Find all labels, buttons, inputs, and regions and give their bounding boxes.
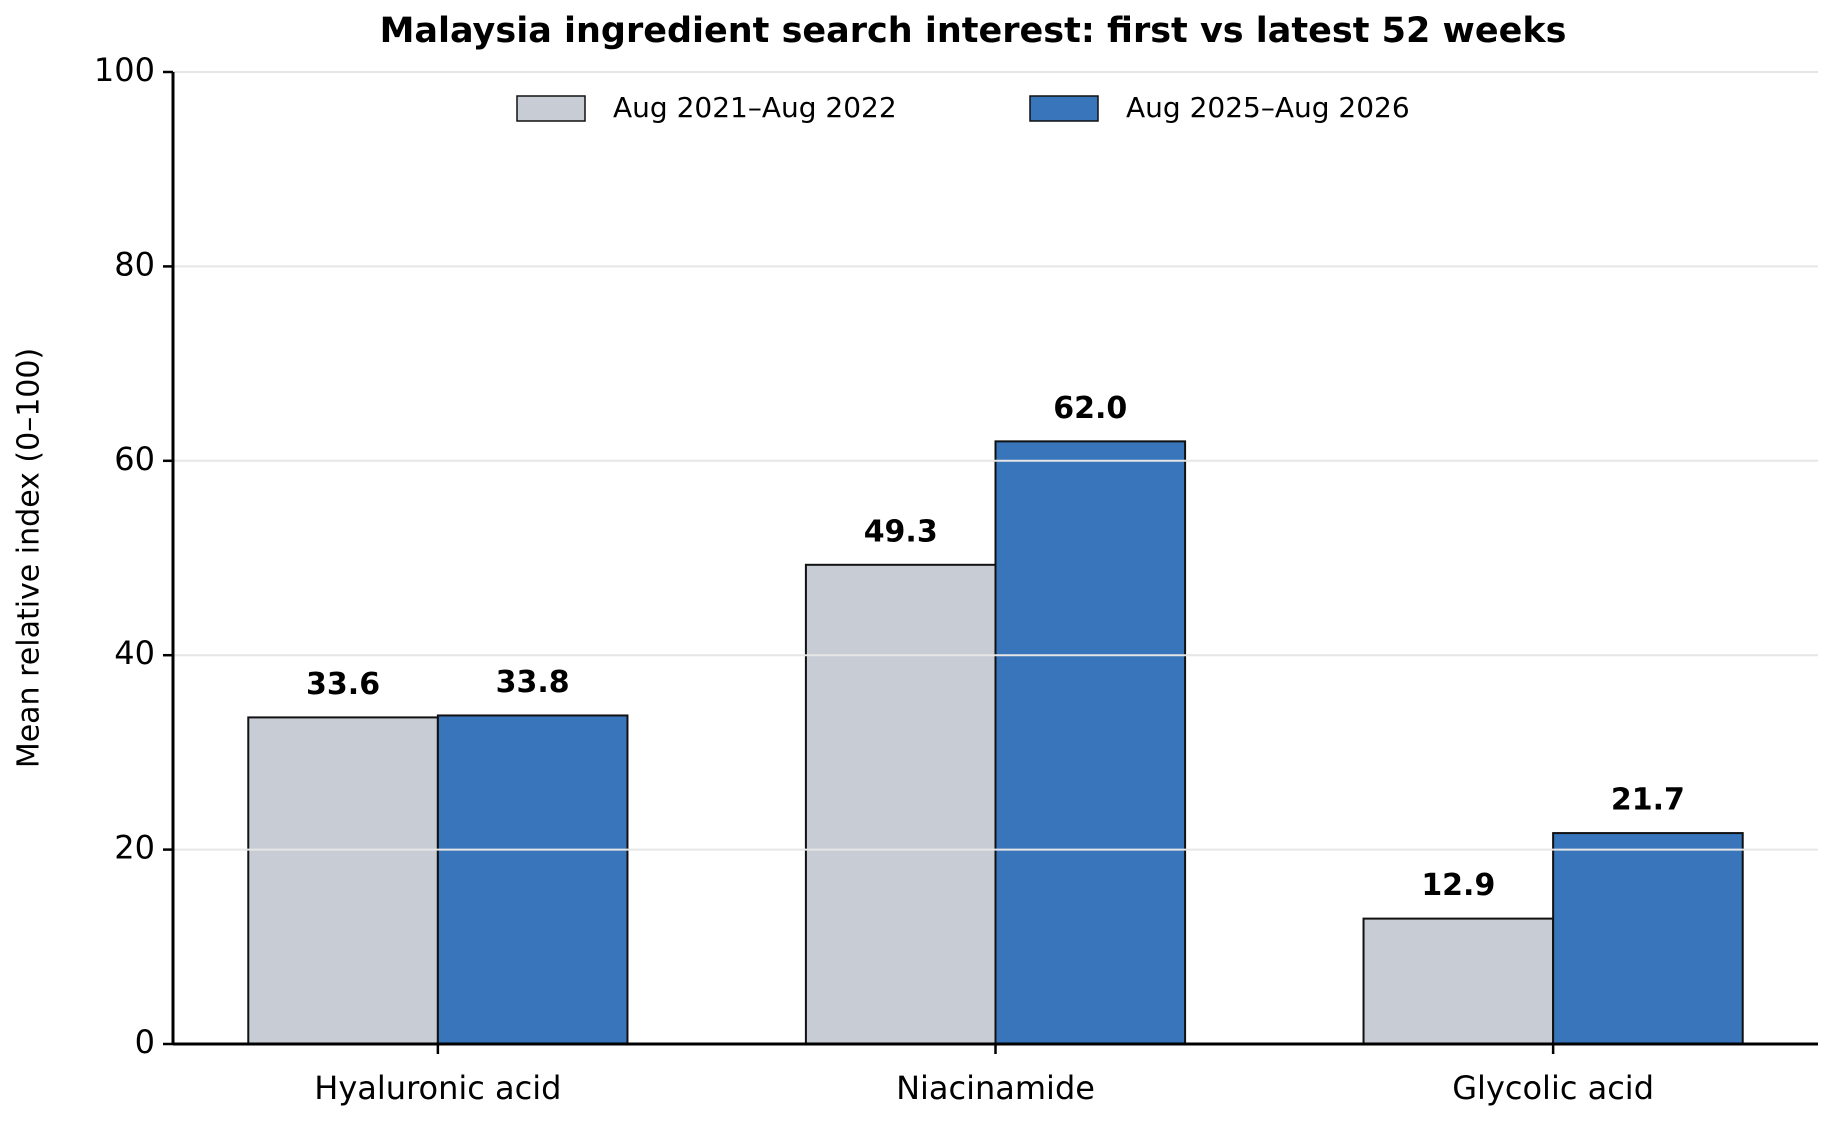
bar — [1552, 832, 1744, 1045]
chart-title: Malaysia ingredient search interest: fir… — [380, 11, 1567, 51]
value-label: 12.9 — [1421, 868, 1495, 903]
x-tick-label: Hyaluronic acid — [314, 1069, 561, 1107]
legend-swatch — [516, 95, 586, 122]
y-tick-label: 20 — [114, 829, 155, 867]
bar — [436, 714, 629, 1045]
value-label: 62.0 — [1053, 391, 1127, 426]
bar — [1362, 917, 1555, 1045]
x-tick-label: Glycolic acid — [1452, 1069, 1654, 1107]
x-tick-label: Niacinamide — [896, 1069, 1095, 1107]
bar — [804, 563, 997, 1046]
legend-label: Aug 2021–Aug 2022 — [613, 91, 897, 124]
legend-label: Aug 2025–Aug 2026 — [1126, 91, 1410, 124]
value-label: 33.8 — [496, 665, 570, 700]
y-axis-label: Mean relative index (0–100) — [12, 348, 47, 768]
bar — [247, 716, 439, 1046]
y-tick-label: 100 — [94, 51, 155, 89]
y-tick-label: 40 — [114, 634, 155, 672]
value-label: 21.7 — [1611, 783, 1685, 818]
y-tick-label: 0 — [135, 1023, 155, 1061]
value-label: 33.6 — [306, 667, 380, 702]
y-tick-label: 80 — [114, 245, 155, 283]
value-label: 49.3 — [864, 514, 938, 549]
bar — [994, 440, 1187, 1045]
legend-swatch — [1029, 95, 1099, 122]
y-tick-label: 60 — [114, 440, 155, 478]
